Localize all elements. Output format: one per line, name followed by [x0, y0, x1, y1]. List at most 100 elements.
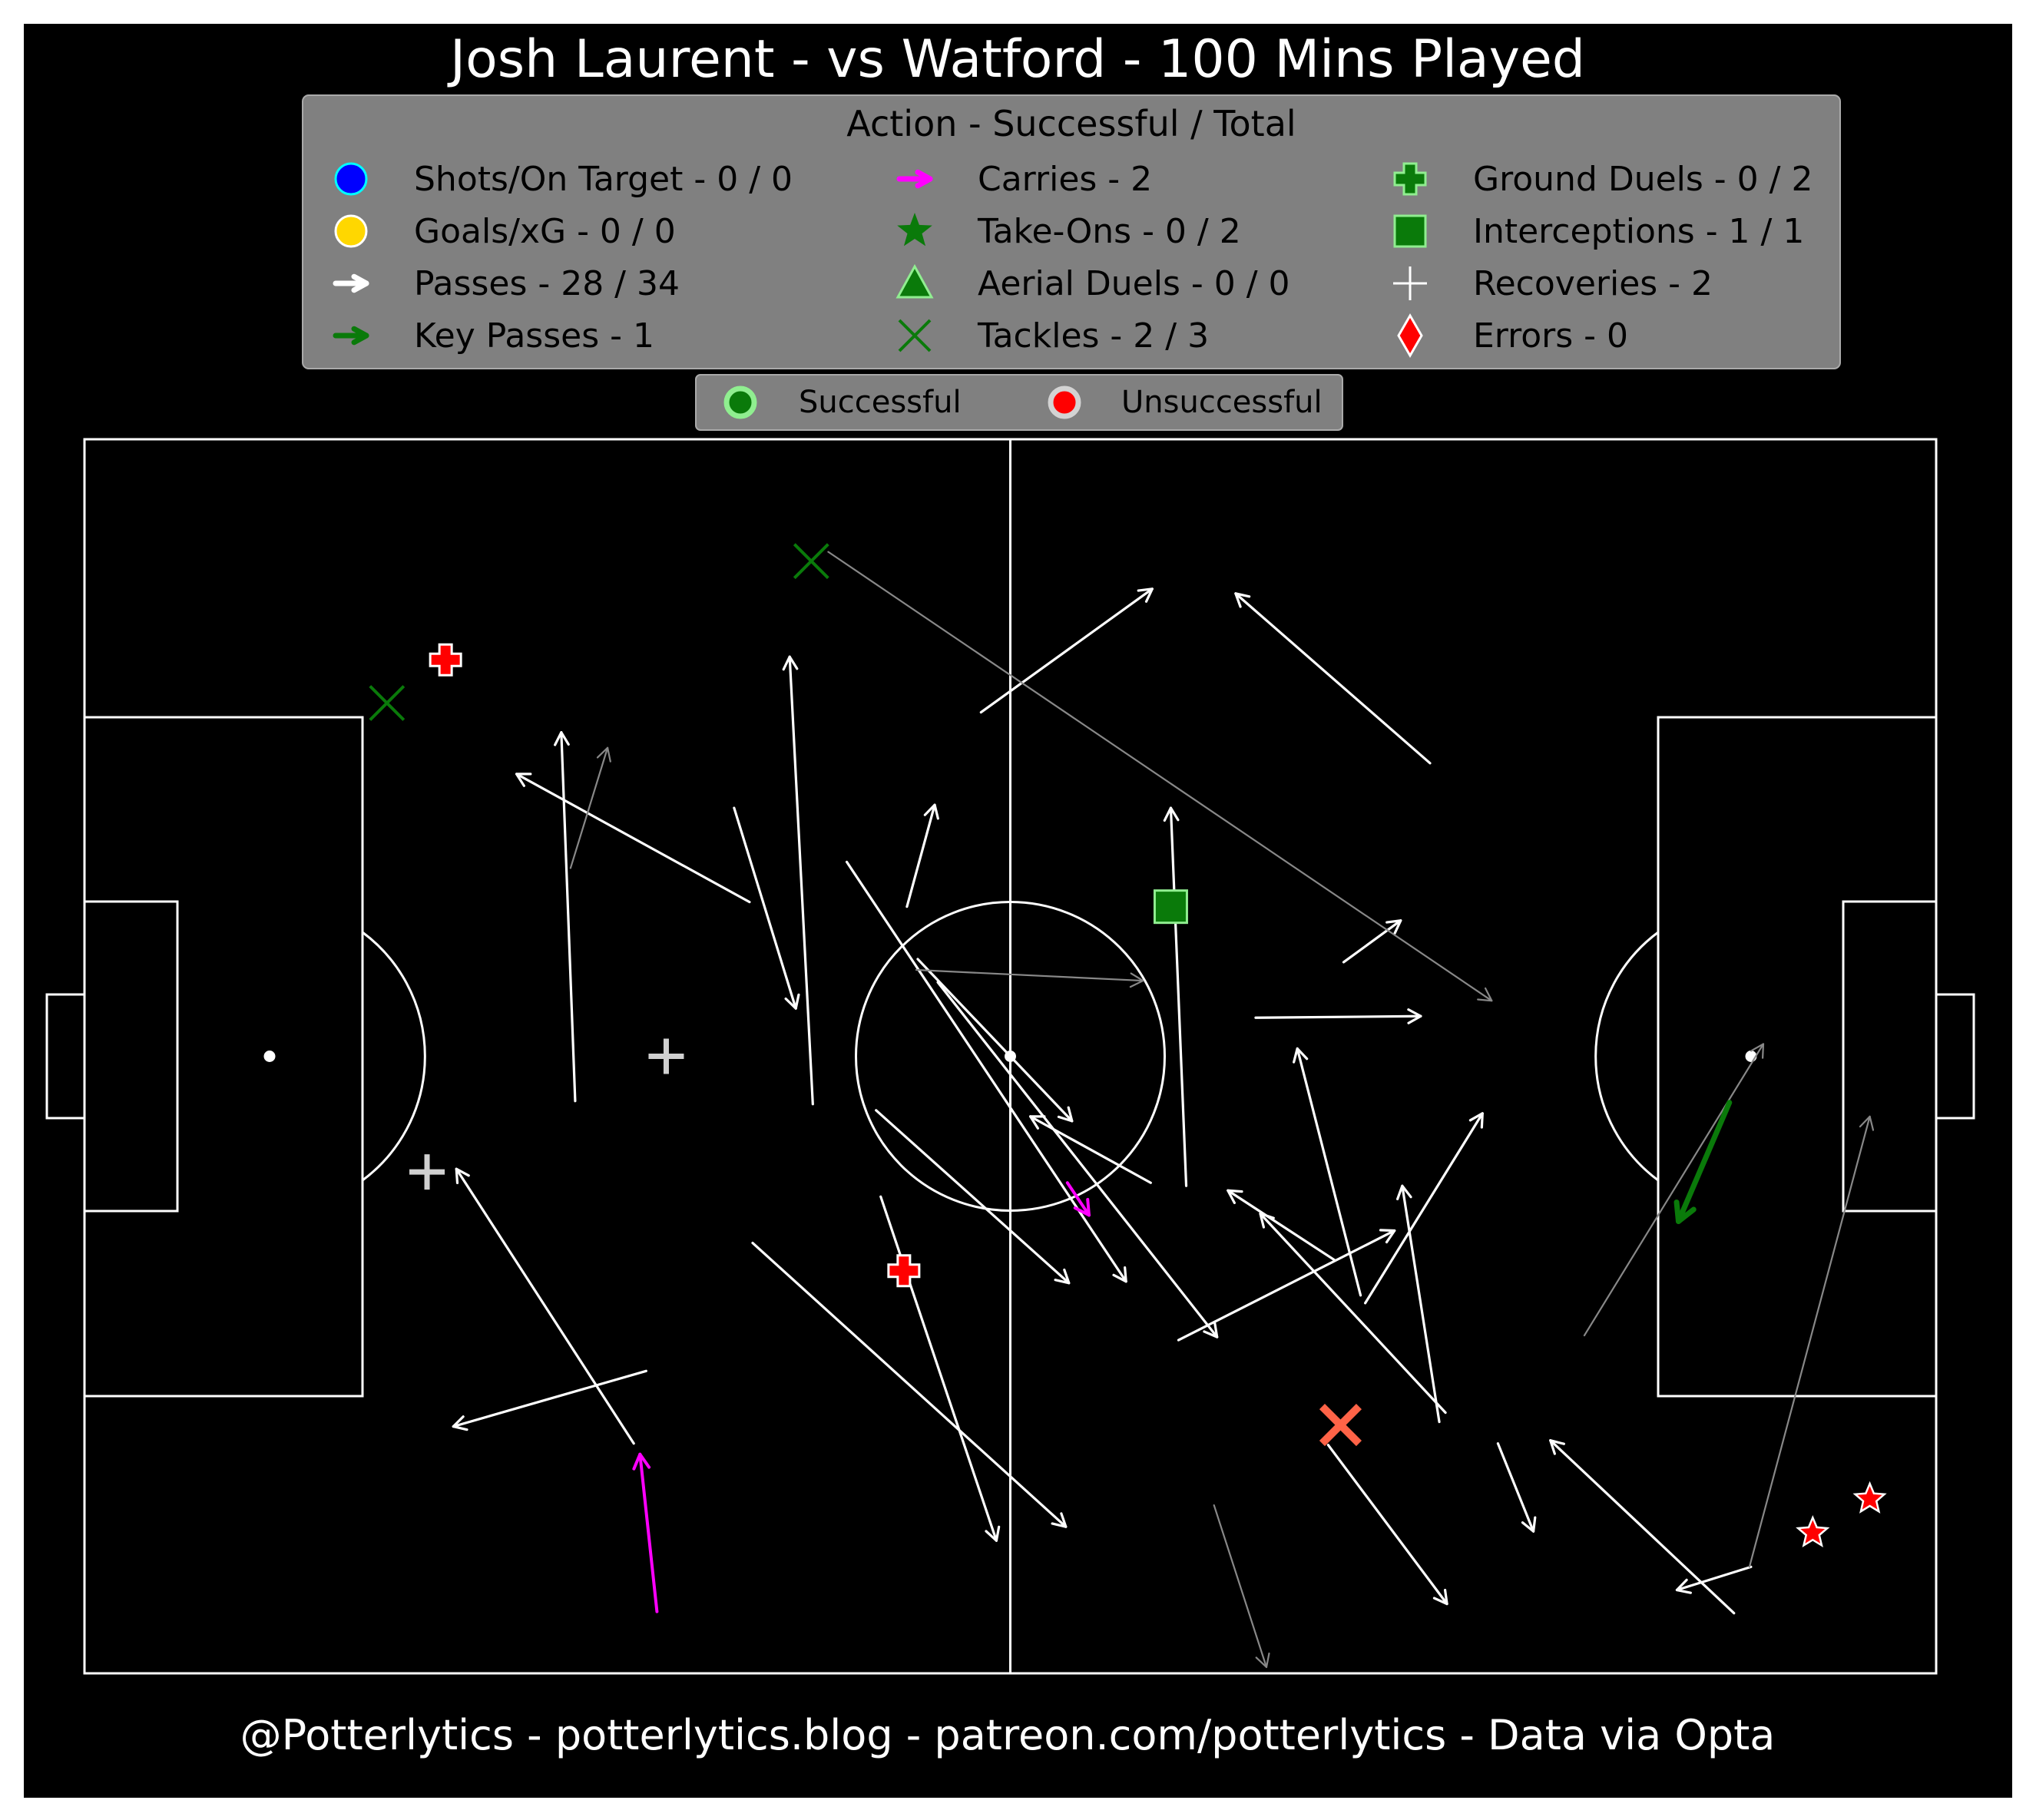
pass-arrow [905, 803, 939, 908]
legend-item-aerials: Aerial Duels - 0 / 0 [896, 263, 1290, 303]
recovery-marker [648, 1038, 684, 1074]
legend-item-label: Tackles - 2 / 3 [977, 316, 1209, 356]
green-arrow-icon [333, 326, 369, 346]
pass-arrow [1675, 1565, 1753, 1594]
pass-arrow [1234, 592, 1432, 765]
tackle-marker-unsuccessful [1319, 1404, 1362, 1447]
legend-item-shots: Shots/On Target - 0 / 0 [334, 160, 793, 199]
pass-arrow [515, 773, 751, 904]
legend-item-label: Take-Ons - 0 / 2 [977, 212, 1241, 251]
legend-item-passes: Passes - 28 / 34 [333, 264, 680, 303]
pass-arrow [751, 1241, 1068, 1528]
left-penalty-spot [263, 1051, 276, 1062]
arrow-glyph [333, 273, 369, 293]
pass-arrow [875, 1109, 1071, 1285]
right-penalty-arc [1594, 931, 1659, 1182]
legend-item-carries: Carries - 2 [896, 160, 1152, 199]
legend-item-errors: Errors - 0 [1397, 313, 1628, 359]
ground-duel-marker-unsuccessful [429, 643, 462, 677]
pass-arrow [1364, 1112, 1484, 1305]
pass-arrow [1259, 1212, 1447, 1415]
footer-credit: @Potterlytics - potterlytics.blog - patr… [240, 1711, 1776, 1759]
legend-item-take_ons: Take-Ons - 0 / 2 [897, 212, 1241, 251]
legend-item-label: Shots/On Target - 0 / 0 [414, 160, 793, 199]
successful-marker-icon [723, 386, 757, 419]
pass-arrow [1163, 806, 1188, 1187]
pass-arrow-unsuccessful [569, 746, 611, 869]
pass-arrow-unsuccessful [827, 551, 1493, 1002]
pass-arrow-unsuccessful [1213, 1504, 1270, 1669]
unsuccessful-marker-icon [1048, 386, 1081, 419]
tackle-marker [369, 685, 406, 721]
legend-item-label: Errors - 0 [1473, 316, 1628, 356]
left-goal [45, 993, 86, 1120]
legend-item-label: Ground Duels - 0 / 2 [1473, 160, 1813, 199]
legend-item-goals: Goals/xG - 0 / 0 [334, 212, 676, 251]
legend-item-recoveries: Recoveries - 2 [1393, 264, 1713, 303]
outcome-legend-box [695, 374, 1343, 431]
green-x-icon [898, 319, 932, 352]
pass-arrow-unsuccessful [915, 968, 1144, 988]
pass-arrow [1227, 1189, 1336, 1262]
legend-items: Shots/On Target - 0 / 0 Goals/xG - 0 / 0 P… [333, 160, 1813, 359]
pass-arrow [916, 958, 1074, 1123]
pass-arrow [1549, 1439, 1736, 1615]
pass-arrow [554, 731, 577, 1103]
arrow-glyph [333, 326, 369, 346]
magenta-arrow-icon [896, 169, 933, 189]
right-goal [1935, 993, 1975, 1120]
legend-item-label: Aerial Duels - 0 / 0 [978, 264, 1290, 303]
pass-arrow [1342, 919, 1402, 964]
green-triangle-icon [896, 263, 934, 299]
legend-item-label: Carries - 2 [978, 160, 1152, 199]
pass-arrow [879, 1195, 1001, 1542]
carry-arrow [1065, 1181, 1091, 1217]
left-penalty-arc [362, 931, 426, 1182]
interception-marker [1153, 889, 1188, 925]
pass-arrow [1254, 1008, 1422, 1024]
pass-arrow [1496, 1442, 1537, 1533]
legend-item-label: Interceptions - 1 / 1 [1473, 212, 1804, 251]
pass-arrow [452, 1369, 647, 1431]
legend-item-label: Key Passes - 1 [414, 316, 654, 356]
blue-circle-icon [334, 162, 368, 196]
pass-arrow [782, 655, 814, 1106]
red-diamond-icon [1397, 313, 1423, 359]
outcome-legend: Successful Unsuccessful [695, 374, 1343, 431]
green-cross-icon [1393, 162, 1427, 196]
legend-item-key_passes: Key Passes - 1 [333, 316, 654, 356]
green-star-icon [897, 213, 932, 247]
pass-arrow-unsuccessful [1583, 1043, 1765, 1337]
pass-arrow [1177, 1229, 1396, 1342]
white-arrow-icon [333, 273, 369, 293]
pass-arrow [733, 806, 800, 1010]
pass-arrow [1029, 1115, 1152, 1184]
pass-arrow [936, 981, 1219, 1339]
chart-title: Josh Laurent - vs Watford - 100 Mins Pla… [447, 29, 1585, 90]
carry-arrow [632, 1452, 659, 1613]
gold-circle-icon [334, 214, 368, 248]
unsuccessful-label: Unsuccessful [1121, 385, 1323, 420]
legend-item-label: Recoveries - 2 [1473, 264, 1713, 303]
successful-label: Successful [799, 385, 962, 420]
take-on-marker-unsuccessful [1852, 1481, 1887, 1514]
arrow-glyph [896, 169, 933, 189]
legend-item-interceptions: Interceptions - 1 / 1 [1393, 212, 1804, 251]
pass-arrow [979, 587, 1154, 714]
event-marks [369, 543, 1887, 1669]
tackle-marker [793, 543, 829, 580]
recovery-marker [409, 1154, 445, 1190]
legend-item-label: Goals/xG - 0 / 0 [414, 212, 676, 251]
key-pass-arrow [1673, 1100, 1733, 1224]
pass-arrow [1396, 1184, 1441, 1424]
pass-arrow [455, 1167, 635, 1445]
white-plus-icon [1393, 266, 1427, 300]
take-on-marker-unsuccessful [1796, 1514, 1830, 1548]
legend-title: Action - Successful / Total [846, 103, 1296, 144]
legend-item-tackles: Tackles - 2 / 3 [898, 316, 1209, 356]
legend-item-label: Passes - 28 / 34 [414, 264, 680, 303]
legend-item-ground_duels: Ground Duels - 0 / 2 [1393, 160, 1813, 199]
centre-circle [855, 901, 1166, 1212]
pitch-markings [45, 438, 1975, 1675]
green-square-icon [1393, 214, 1427, 248]
